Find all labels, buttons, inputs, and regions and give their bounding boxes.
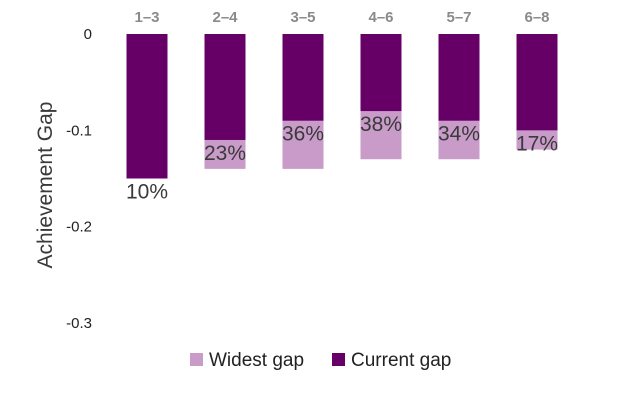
data-label: 17% xyxy=(516,132,558,155)
plot-area: 0 -0.1 -0.2 -0.3 1–3 10% 2–4 23% 3–5 36% 4–6 38% 5–7… xyxy=(66,9,558,332)
category-label: 4–6 xyxy=(368,9,393,26)
current-gap-bar xyxy=(204,34,246,140)
y-tick-label: 0 xyxy=(84,26,92,43)
data-label: 38% xyxy=(360,113,402,136)
legend-label-widest: Widest gap xyxy=(209,350,304,371)
legend-swatch-widest xyxy=(190,353,203,366)
category-label: 3–5 xyxy=(290,9,315,26)
category-label: 2–4 xyxy=(212,9,238,26)
current-gap-bar xyxy=(126,34,168,179)
data-label: 10% xyxy=(126,181,168,204)
y-tick-label: -0.1 xyxy=(66,122,92,139)
y-axis-label: Achievement Gap xyxy=(34,102,57,269)
legend-label-current: Current gap xyxy=(351,350,451,371)
current-gap-bar xyxy=(516,34,558,131)
legend-swatch-current xyxy=(332,353,345,366)
current-gap-bar xyxy=(360,34,402,112)
current-gap-bar xyxy=(282,34,324,121)
category-label: 5–7 xyxy=(446,9,471,26)
y-tick-label: -0.2 xyxy=(66,219,92,236)
data-label: 34% xyxy=(438,123,480,146)
y-tick-label: -0.3 xyxy=(66,315,92,332)
data-label: 23% xyxy=(204,142,246,165)
category-label: 1–3 xyxy=(134,9,159,26)
category-label: 6–8 xyxy=(524,9,549,26)
legend: Widest gap Current gap xyxy=(190,350,451,371)
current-gap-bar xyxy=(438,34,480,121)
data-label: 36% xyxy=(282,123,324,146)
